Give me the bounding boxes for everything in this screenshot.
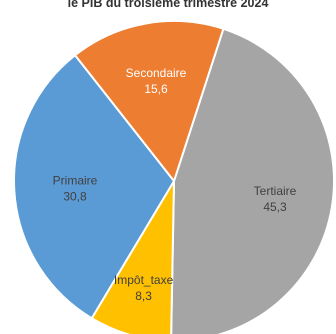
slice-label-value: 30,8 (63, 189, 87, 203)
slice-label-name: Impôt_taxe (114, 273, 174, 287)
slice-label-name: Tertiaire (254, 184, 297, 198)
chart-title: le PIB du troisième trimestre 2024 (68, 0, 269, 10)
slice-label-name: Primaire (53, 173, 98, 187)
slice-label-value: 45,3 (263, 200, 287, 214)
pie-slice-secondaire (73, 20, 225, 184)
pie-slice-tertiaire (170, 27, 335, 334)
pie-slice-primaire (13, 53, 176, 320)
slice-label-value: 15,6 (144, 82, 168, 96)
pie-labels: Tertiaire 45,3 Impôt_taxe 8,3 Primaire 30,8 Se… (53, 66, 297, 303)
slice-label-name: Secondaire (126, 66, 187, 80)
pie-slices (13, 20, 335, 334)
slice-label-value: 8,3 (135, 289, 152, 303)
